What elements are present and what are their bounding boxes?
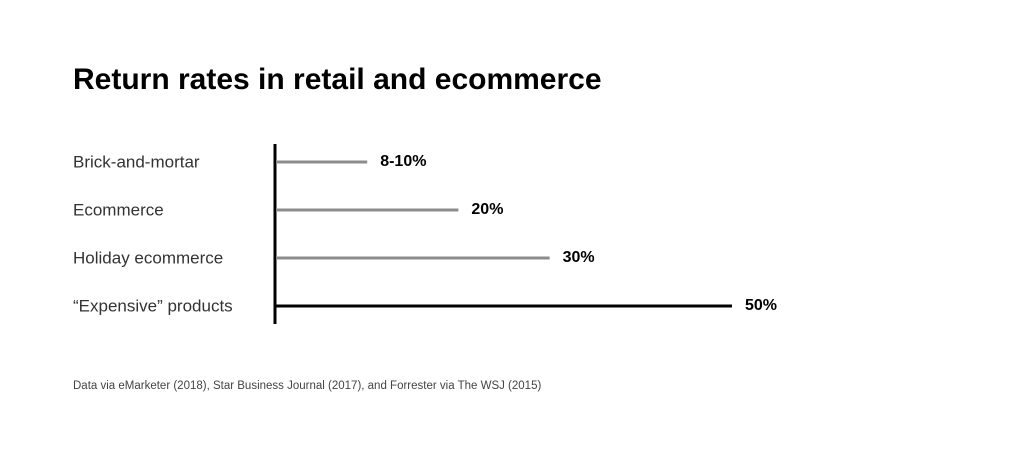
category-label: “Expensive” products [73,296,233,315]
category-label: Holiday ecommerce [73,248,223,267]
chart-title: Return rates in retail and ecommerce [73,63,602,96]
category-label: Ecommerce [73,200,164,219]
value-label: 20% [471,201,503,218]
value-label: 30% [563,249,595,266]
category-label: Brick-and-mortar [73,152,200,171]
source-note: Data via eMarketer (2018), Star Business… [73,380,541,392]
value-label: 50% [745,297,777,314]
value-label: 8-10% [380,153,426,170]
